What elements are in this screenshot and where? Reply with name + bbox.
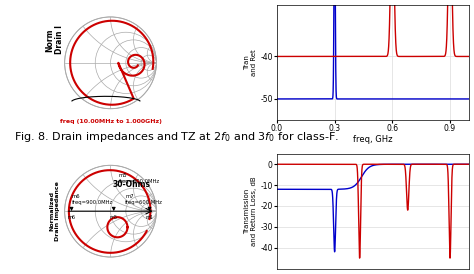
Text: freq (10.00MHz to 1.000GHz): freq (10.00MHz to 1.000GHz): [60, 119, 162, 124]
Text: m5
freq=300.0MHz: m5 freq=300.0MHz: [119, 173, 160, 184]
Text: Normalized
Drain Impedance: Normalized Drain Impedance: [49, 181, 60, 241]
Y-axis label: Transmission
and Return Loss, dB: Transmission and Return Loss, dB: [245, 176, 257, 246]
Y-axis label: Tran
and Ret: Tran and Ret: [245, 49, 257, 76]
Text: Fig. 8. Drain impedances and TZ at $2f_0$ and $3f_0$ for class-F.: Fig. 8. Drain impedances and TZ at $2f_0…: [14, 130, 339, 144]
Text: Norm
Drain I: Norm Drain I: [45, 25, 64, 55]
Text: 30-Ohms: 30-Ohms: [113, 180, 151, 189]
X-axis label: freq, GHz: freq, GHz: [353, 135, 393, 144]
Text: m6
freq=900.0MHz: m6 freq=900.0MHz: [72, 195, 113, 205]
Text: m6: m6: [67, 215, 75, 220]
Text: m7
freq=600.MHz: m7 freq=600.MHz: [125, 195, 163, 205]
Text: m5: m5: [110, 215, 118, 220]
Text: m1: m1: [146, 215, 154, 220]
